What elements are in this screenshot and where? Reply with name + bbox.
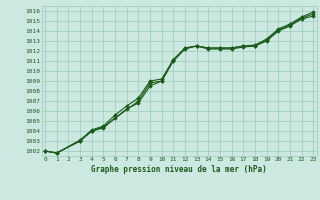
X-axis label: Graphe pression niveau de la mer (hPa): Graphe pression niveau de la mer (hPa): [91, 165, 267, 174]
